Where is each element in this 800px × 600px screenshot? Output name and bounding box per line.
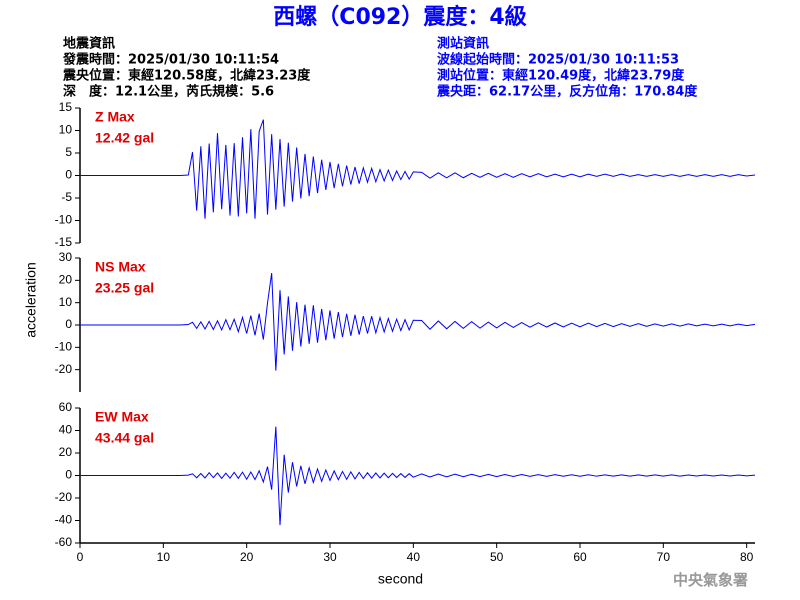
max-value: 43.44 gal [95,430,154,446]
y-tick-label: 15 [59,100,73,114]
y-tick-label: 20 [59,273,73,287]
max-value: 23.25 gal [95,280,154,296]
station-line: 波線起始時間：2025/01/30 10:11:53 [437,52,679,68]
title: 西螺（C092）震度：4級 [273,4,526,30]
y-tick-label: 10 [59,123,73,137]
y-tick-label: 0 [65,168,72,182]
x-tick-label: 10 [157,550,171,564]
x-tick-label: 40 [407,550,421,564]
station-line: 測站位置：東經120.49度，北緯23.79度 [437,68,685,84]
station-line: 測站資訊 [437,36,489,52]
x-tick-label: 60 [573,550,587,564]
y-tick-label: 20 [59,445,73,459]
footer: 中央氣象署 [673,571,748,589]
station-line: 震央距：62.17公里，反方位角：170.84度 [436,84,698,100]
x-tick-label: 30 [323,550,337,564]
y-tick-label: -40 [55,513,73,527]
waveform [80,273,756,371]
y-tick-label: -60 [55,535,73,549]
max-label: Z Max [95,109,135,125]
info-line: 地震資訊 [63,36,115,52]
y-tick-label: 0 [65,317,72,331]
x-tick-label: 50 [490,550,504,564]
x-tick-label: 80 [740,550,754,564]
waveform [80,426,756,526]
y-tick-label: -10 [55,340,73,354]
y-tick-label: -20 [55,362,73,376]
y-tick-label: -5 [61,190,72,204]
x-tick-label: 20 [240,550,254,564]
y-tick-label: -10 [55,213,73,227]
y-tick-label: 30 [59,250,73,264]
y-tick-label: -20 [55,490,73,504]
max-label: EW Max [95,409,149,425]
y-tick-label: 0 [65,468,72,482]
info-line: 震央位置：東經120.58度，北緯23.23度 [62,68,311,84]
y-tick-label: -15 [55,235,73,249]
x-axis-label: second [378,571,423,587]
y-tick-label: 5 [65,145,72,159]
y-tick-label: 10 [59,295,73,309]
max-value: 12.42 gal [95,130,154,146]
x-tick-label: 70 [657,550,671,564]
info-line: 發震時間：2025/01/30 10:11:54 [62,52,279,68]
y-tick-label: 40 [59,423,73,437]
max-label: NS Max [95,259,146,275]
info-line: 深 度：12.1公里，芮氏規模：5.6 [63,84,274,100]
waveform [80,119,756,219]
y-axis-label: acceleration [23,262,39,338]
y-tick-label: 60 [59,400,73,414]
x-tick-label: 0 [77,550,84,564]
